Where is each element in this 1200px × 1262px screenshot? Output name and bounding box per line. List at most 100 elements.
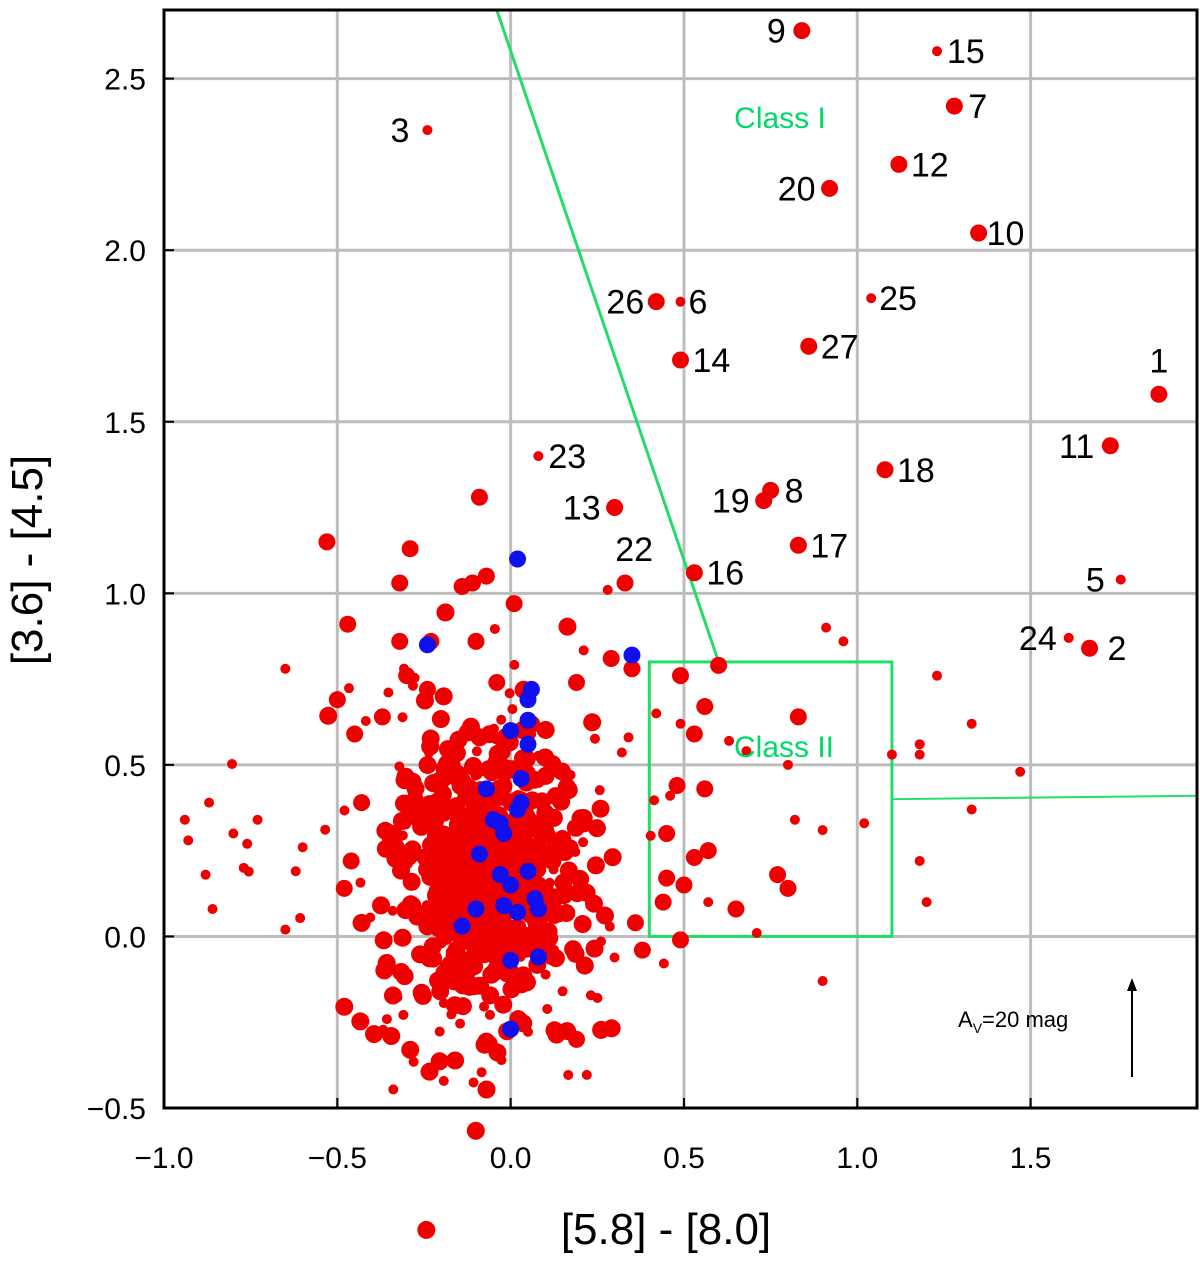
source-number-label: 24 [1019, 620, 1057, 658]
red-source-point [468, 985, 479, 996]
labeled-source-point [890, 155, 908, 173]
red-source-point [351, 1012, 370, 1031]
red-source-point [563, 1069, 574, 1080]
red-source-point [452, 999, 463, 1010]
red-source-point [602, 584, 613, 595]
red-source-point [297, 842, 308, 853]
red-source-point [495, 935, 514, 954]
red-source-point [290, 866, 301, 877]
red-sources [179, 22, 1168, 1239]
class-ii-extension-line [891, 794, 1198, 801]
red-source-point [418, 680, 436, 698]
red-source-point [821, 622, 832, 633]
red-source-point [651, 708, 662, 719]
red-source-point [401, 819, 412, 830]
red-source-point [782, 759, 793, 770]
red-source-point [228, 828, 239, 839]
red-source-point [710, 656, 728, 674]
red-source-point [859, 818, 870, 829]
red-source-point [477, 567, 495, 585]
red-source-point [400, 931, 411, 942]
y-tick-label: 0.5 [104, 750, 146, 783]
red-source-point [568, 674, 586, 692]
red-source-point [403, 858, 414, 869]
red-source-point [595, 906, 614, 925]
red-source-point [558, 617, 577, 636]
red-source-point [375, 961, 394, 980]
red-source-point [779, 879, 797, 897]
source-labels: 1235678910111213141516171819202223242526… [391, 13, 1169, 669]
red-source-point [578, 645, 589, 656]
labeled-source-point [1101, 437, 1119, 455]
red-source-point [485, 797, 496, 808]
red-source-point [438, 998, 449, 1009]
red-source-point [417, 1220, 436, 1239]
red-source-point [446, 928, 457, 939]
red-source-point [252, 814, 263, 825]
red-source-point [387, 905, 398, 916]
red-source-point [699, 842, 717, 860]
source-number-label: 22 [615, 531, 653, 569]
red-source-point [468, 944, 479, 955]
blue-source-point [470, 845, 488, 863]
red-source-point [470, 488, 488, 506]
red-source-point [604, 921, 615, 932]
red-source-point [434, 1026, 445, 1037]
red-source-point [438, 1075, 449, 1086]
blue-source-point [509, 903, 527, 921]
red-source-point [665, 790, 676, 801]
red-source-point [365, 912, 376, 923]
red-source-point [401, 540, 419, 558]
source-number-label: 1 [1149, 342, 1168, 380]
blue-source-point [453, 917, 471, 935]
red-source-point [573, 915, 592, 934]
red-source-point [838, 636, 849, 647]
y-tick-label: 2.0 [104, 235, 146, 268]
red-source-point [448, 824, 459, 835]
red-source-point [727, 900, 745, 918]
red-source-point [675, 876, 693, 894]
red-source-point [438, 841, 457, 860]
red-source-point [446, 1009, 457, 1020]
red-source-point [426, 830, 437, 841]
red-source-point [435, 904, 446, 915]
red-source-point [499, 772, 510, 783]
red-source-point [543, 823, 554, 834]
red-source-point [458, 880, 469, 891]
blue-source-point [623, 646, 641, 664]
red-source-point [649, 795, 660, 806]
red-source-point [397, 712, 408, 723]
y-tick-label: 1.0 [104, 578, 146, 611]
blue-source-point [477, 780, 495, 798]
blue-source-point [519, 691, 537, 709]
red-source-point [406, 773, 417, 784]
red-source-point [457, 807, 468, 818]
red-source-point [489, 623, 500, 634]
source-number-label: 14 [693, 342, 731, 380]
labeled-source-point [876, 461, 894, 479]
red-source-point [479, 1001, 490, 1012]
red-source-point [179, 814, 190, 825]
y-tick-label: 2.5 [104, 64, 146, 97]
red-source-point [434, 822, 445, 833]
red-source-point [522, 1026, 533, 1037]
blue-source-point [502, 722, 520, 740]
red-source-point [410, 851, 421, 862]
red-source-point [658, 958, 669, 969]
red-source-point [445, 946, 456, 957]
red-source-point [342, 852, 360, 870]
red-source-point [424, 794, 443, 813]
red-source-point [485, 963, 504, 982]
labeled-source-point [1063, 632, 1074, 643]
red-source-point [789, 708, 807, 726]
red-source-point [391, 632, 409, 650]
source-number-label: 20 [778, 170, 816, 208]
blue-source-point [519, 735, 537, 753]
red-source-point [559, 781, 578, 800]
red-source-point [545, 1021, 564, 1040]
red-source-point [436, 603, 455, 622]
red-source-point [528, 849, 547, 868]
red-source-point [391, 574, 409, 592]
red-source-point [558, 875, 569, 886]
red-source-point [433, 1059, 444, 1070]
